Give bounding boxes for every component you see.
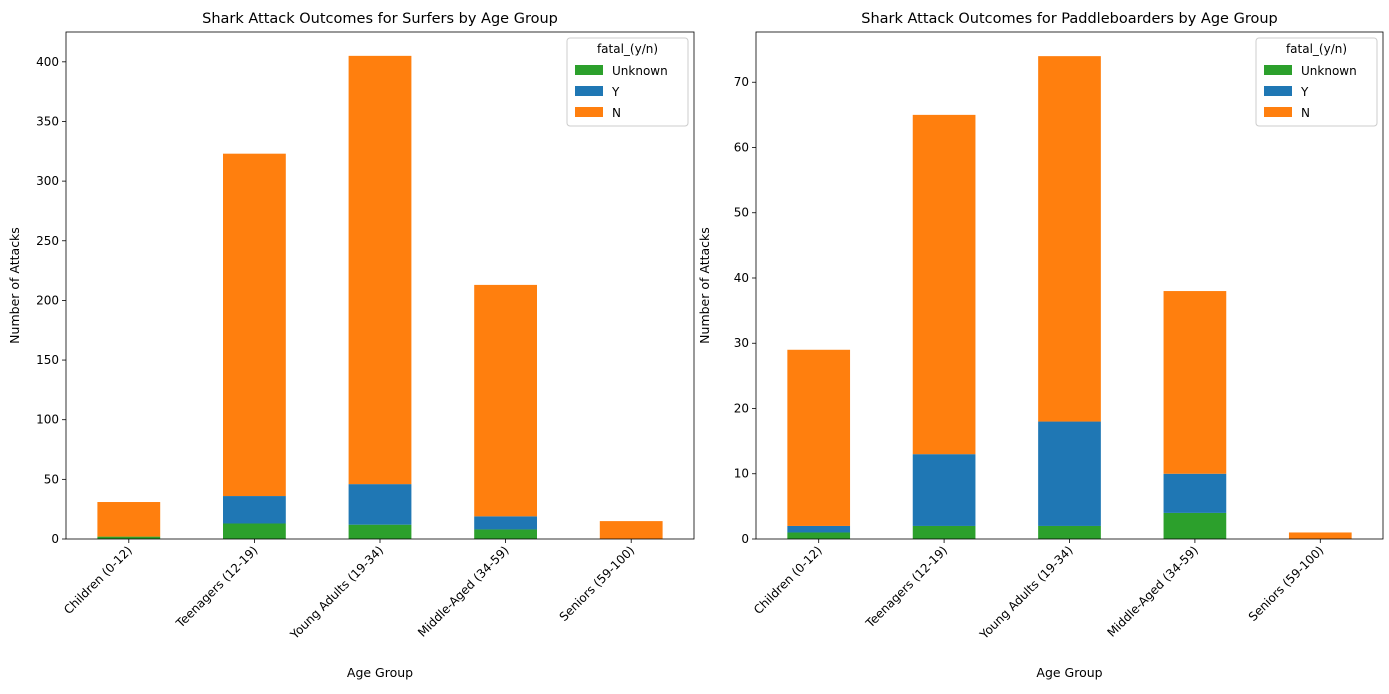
- chart-title: Shark Attack Outcomes for Surfers by Age…: [202, 11, 558, 27]
- legend-box: [566, 37, 689, 127]
- bar-segment: [348, 524, 412, 539]
- y-axis-label: Number of Attacks: [697, 227, 712, 344]
- bar-segment: [787, 532, 851, 539]
- y-tick-label: 150: [36, 353, 59, 367]
- bar-segment: [474, 529, 537, 539]
- x-axis-label: Age Group: [347, 665, 413, 680]
- x-tick-label: Seniors (59-100): [1246, 543, 1327, 624]
- legend-label: N: [1301, 106, 1310, 120]
- legend-swatch: [575, 107, 603, 117]
- bar-segment: [912, 114, 976, 455]
- legend-label: N: [612, 106, 621, 120]
- y-tick-label: 100: [36, 413, 59, 427]
- bar-segment: [1163, 291, 1227, 474]
- y-tick-label: 250: [36, 234, 59, 248]
- legend-swatch: [1264, 65, 1292, 75]
- y-tick-label: 40: [734, 271, 749, 285]
- legend-title: fatal_(y/n): [1286, 42, 1347, 56]
- legend-label: Unknown: [612, 64, 668, 78]
- legend-swatch: [1264, 86, 1292, 96]
- x-tick-label: Teenagers (12-19): [862, 543, 950, 631]
- bar-segment: [474, 284, 537, 517]
- bars-group: [97, 55, 663, 539]
- y-tick-label: 10: [734, 467, 749, 481]
- bar-segment: [1288, 532, 1352, 539]
- y-tick-label: 70: [734, 75, 749, 89]
- legend: fatal_(y/n) Unknown YN: [566, 37, 689, 127]
- y-tick-label: 0: [741, 532, 749, 546]
- bar-segment: [787, 525, 851, 533]
- x-tick-label: Children (0-12): [61, 543, 135, 617]
- bar-segment: [97, 502, 161, 537]
- bar-segment: [223, 496, 286, 524]
- x-tick-label: Young Adults (19-34): [976, 543, 1075, 642]
- x-tick-label: Middle-Aged (34-59): [1104, 543, 1201, 640]
- y-tick-label: 20: [734, 401, 749, 415]
- legend-title: fatal_(y/n): [597, 42, 658, 56]
- x-axis-label: Age Group: [1036, 665, 1102, 680]
- legend-label: Y: [1300, 85, 1309, 99]
- bar-segment: [348, 55, 412, 485]
- y-tick-label: 200: [36, 293, 59, 307]
- bar-segment: [912, 454, 976, 526]
- bar-segment: [912, 525, 976, 539]
- y-tick-label: 400: [36, 55, 59, 69]
- y-tick-label: 60: [734, 140, 749, 154]
- y-tick-label: 0: [51, 532, 59, 546]
- legend-label: Unknown: [1301, 64, 1357, 78]
- y-axis-label: Number of Attacks: [7, 227, 22, 344]
- x-tick-label: Middle-Aged (34-59): [415, 543, 512, 640]
- y-tick-label: 50: [44, 472, 59, 486]
- bars-group: [787, 56, 1352, 539]
- bar-segment: [1038, 421, 1101, 526]
- x-tick-label: Children (0-12): [751, 543, 825, 617]
- legend-box: [1255, 37, 1378, 127]
- bar-segment: [1163, 512, 1227, 539]
- y-tick-label: 30: [734, 336, 749, 350]
- chart-panel-0: 0 50 100 150 200 250 300 350 400 Children (0-12) T…: [7, 11, 695, 680]
- bar-segment: [223, 523, 286, 539]
- y-tick-label: 300: [36, 174, 59, 188]
- chart-panel-1: 0 10 20 30 40 50 60 70 Children (0-12) Teenagers …: [697, 11, 1384, 680]
- bar-segment: [474, 516, 537, 530]
- bar-segment: [1038, 525, 1101, 539]
- chart-title: Shark Attack Outcomes for Paddleboarders…: [861, 11, 1277, 27]
- bar-segment: [1163, 473, 1227, 513]
- legend-swatch: [575, 65, 603, 75]
- legend-label: Y: [611, 85, 620, 99]
- bar-segment: [348, 484, 412, 525]
- bar-segment: [787, 349, 851, 526]
- x-tick-label: Teenagers (12-19): [173, 543, 261, 631]
- x-tick-label: Seniors (59-100): [557, 543, 638, 624]
- bar-segment: [1038, 56, 1101, 422]
- bar-segment: [223, 153, 286, 497]
- legend: fatal_(y/n) Unknown YN: [1255, 37, 1378, 127]
- x-tick-label: Young Adults (19-34): [287, 543, 386, 642]
- bar-segment: [599, 521, 663, 539]
- legend-swatch: [575, 86, 603, 96]
- y-tick-label: 350: [36, 114, 59, 128]
- legend-swatch: [1264, 107, 1292, 117]
- bar-segment: [97, 536, 161, 539]
- y-tick-label: 50: [734, 206, 749, 220]
